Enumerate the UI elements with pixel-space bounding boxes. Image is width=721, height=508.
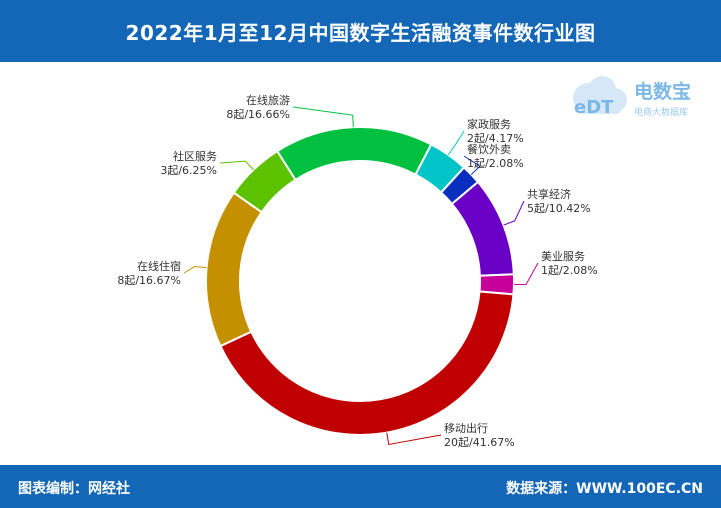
logo-subtitle: 电商大数据库: [634, 106, 688, 118]
leader-line: [503, 200, 525, 226]
chart-title: 2022年1月至12月中国数字生活融资事件数行业图: [125, 20, 596, 45]
slice-label-value: 8起/16.66%: [226, 108, 290, 121]
leader-line: [447, 130, 465, 156]
slice-label-name: 移动出行: [444, 421, 488, 435]
slice-label-value: 1起/2.08%: [467, 157, 524, 170]
slice-label-name: 共享经济: [527, 187, 571, 201]
slice-label-name: 美业服务: [541, 250, 585, 263]
slice-label-name: 家政服务: [467, 117, 511, 131]
slice-label-value: 5起/10.42%: [527, 202, 591, 215]
footer-bar: 图表编制：网经社 数据来源：WWW.100EC.CN: [0, 465, 721, 508]
slice-label-value: 3起/6.25%: [160, 164, 217, 177]
slice-label-name: 在线旅游: [246, 93, 290, 107]
leader-line: [463, 155, 481, 175]
logo-name: 电数宝: [634, 80, 691, 103]
slice-label-name: 餐饮外卖: [467, 142, 511, 156]
slice-label-value: 1起/2.08%: [541, 264, 598, 277]
slice-label-name: 在线住宿: [137, 259, 181, 273]
chart-title-bar: 2022年1月至12月中国数字生活融资事件数行业图: [0, 0, 721, 62]
leader-line: [219, 160, 254, 171]
slice-label-value: 2起/4.17%: [467, 132, 524, 145]
cloud-icon: [573, 76, 627, 114]
donut-chart: 家政服务2起/4.17%餐饮外卖1起/2.08%共享经济5起/10.42%美业服…: [117, 93, 598, 449]
slice-label-value: 8起/16.67%: [117, 274, 181, 287]
brand-logo: eDT 电数宝 电商大数据库: [573, 76, 691, 118]
donut-slice: [205, 191, 264, 348]
slice-label-name: 社区服务: [173, 149, 217, 163]
donut-slice: [219, 290, 515, 436]
footer-compiler: 图表编制：网经社: [18, 481, 130, 497]
footer-source: 数据来源：WWW.100EC.CN: [506, 481, 703, 497]
donut-slice: [450, 180, 515, 277]
donut-slice: [275, 126, 433, 182]
leader-line: [183, 266, 207, 274]
logo-mark: eDT: [574, 97, 614, 118]
leader-line: [386, 432, 442, 446]
leader-line: [292, 106, 354, 128]
slice-label-value: 20起/41.67%: [444, 436, 515, 449]
leader-line: [513, 262, 539, 286]
